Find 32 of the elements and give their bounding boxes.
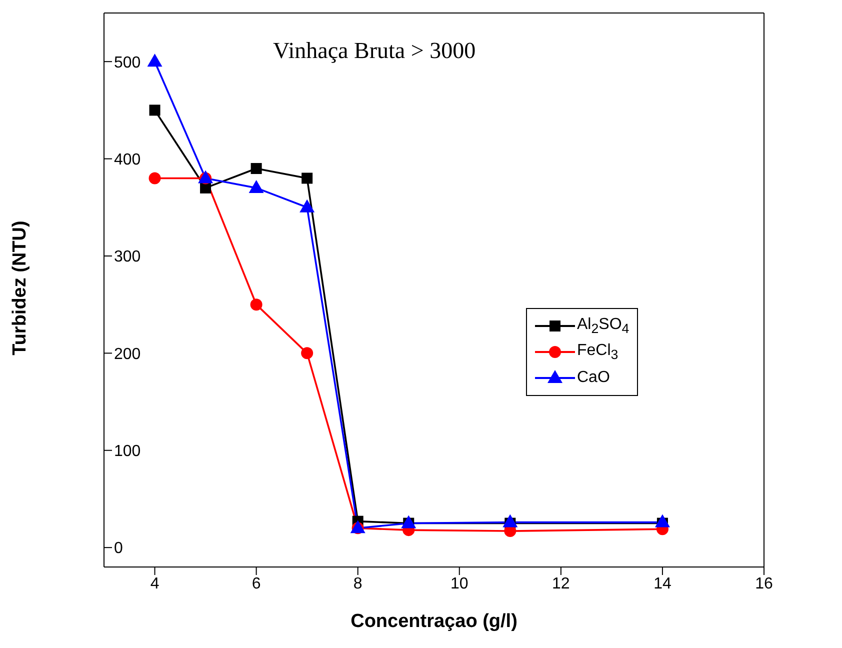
y-tick-label: 200 bbox=[114, 346, 141, 363]
y-tick-label: 500 bbox=[114, 54, 141, 72]
legend-label: CaO bbox=[577, 369, 610, 386]
x-tick-label: 14 bbox=[654, 575, 672, 592]
point bbox=[250, 298, 262, 311]
x-tick-label: 4 bbox=[150, 575, 160, 592]
annotation: Vinhaça Bruta > 3000 bbox=[273, 38, 476, 64]
x-tick-label: 12 bbox=[552, 575, 570, 592]
x-axis-title: Concentraçao (g/l) bbox=[350, 611, 518, 632]
point bbox=[250, 163, 262, 174]
point bbox=[401, 515, 416, 528]
point bbox=[148, 172, 161, 184]
y-axis-title: Turbidez (NTU) bbox=[9, 220, 31, 355]
point bbox=[302, 172, 313, 184]
y-tick-label: 0 bbox=[114, 540, 123, 558]
x-tick-label: 10 bbox=[450, 575, 468, 592]
point bbox=[654, 514, 670, 528]
point bbox=[301, 347, 314, 360]
x-tick-label: 8 bbox=[353, 575, 362, 592]
y-tick-label: 100 bbox=[114, 443, 141, 460]
y-tick-label: 400 bbox=[114, 151, 141, 168]
point bbox=[300, 199, 315, 212]
legend-label: FeCl$_{3}$ bbox=[577, 342, 618, 362]
x-tick-label: 6 bbox=[252, 575, 261, 592]
x-tick-label: 16 bbox=[755, 575, 773, 592]
point bbox=[147, 54, 162, 67]
point bbox=[149, 104, 160, 116]
point bbox=[248, 180, 264, 193]
legend-label: Al$_{2}$SO$_{4}$ bbox=[577, 316, 630, 336]
y-tick-label: 300 bbox=[114, 248, 141, 266]
point bbox=[200, 182, 212, 194]
point bbox=[502, 514, 518, 528]
